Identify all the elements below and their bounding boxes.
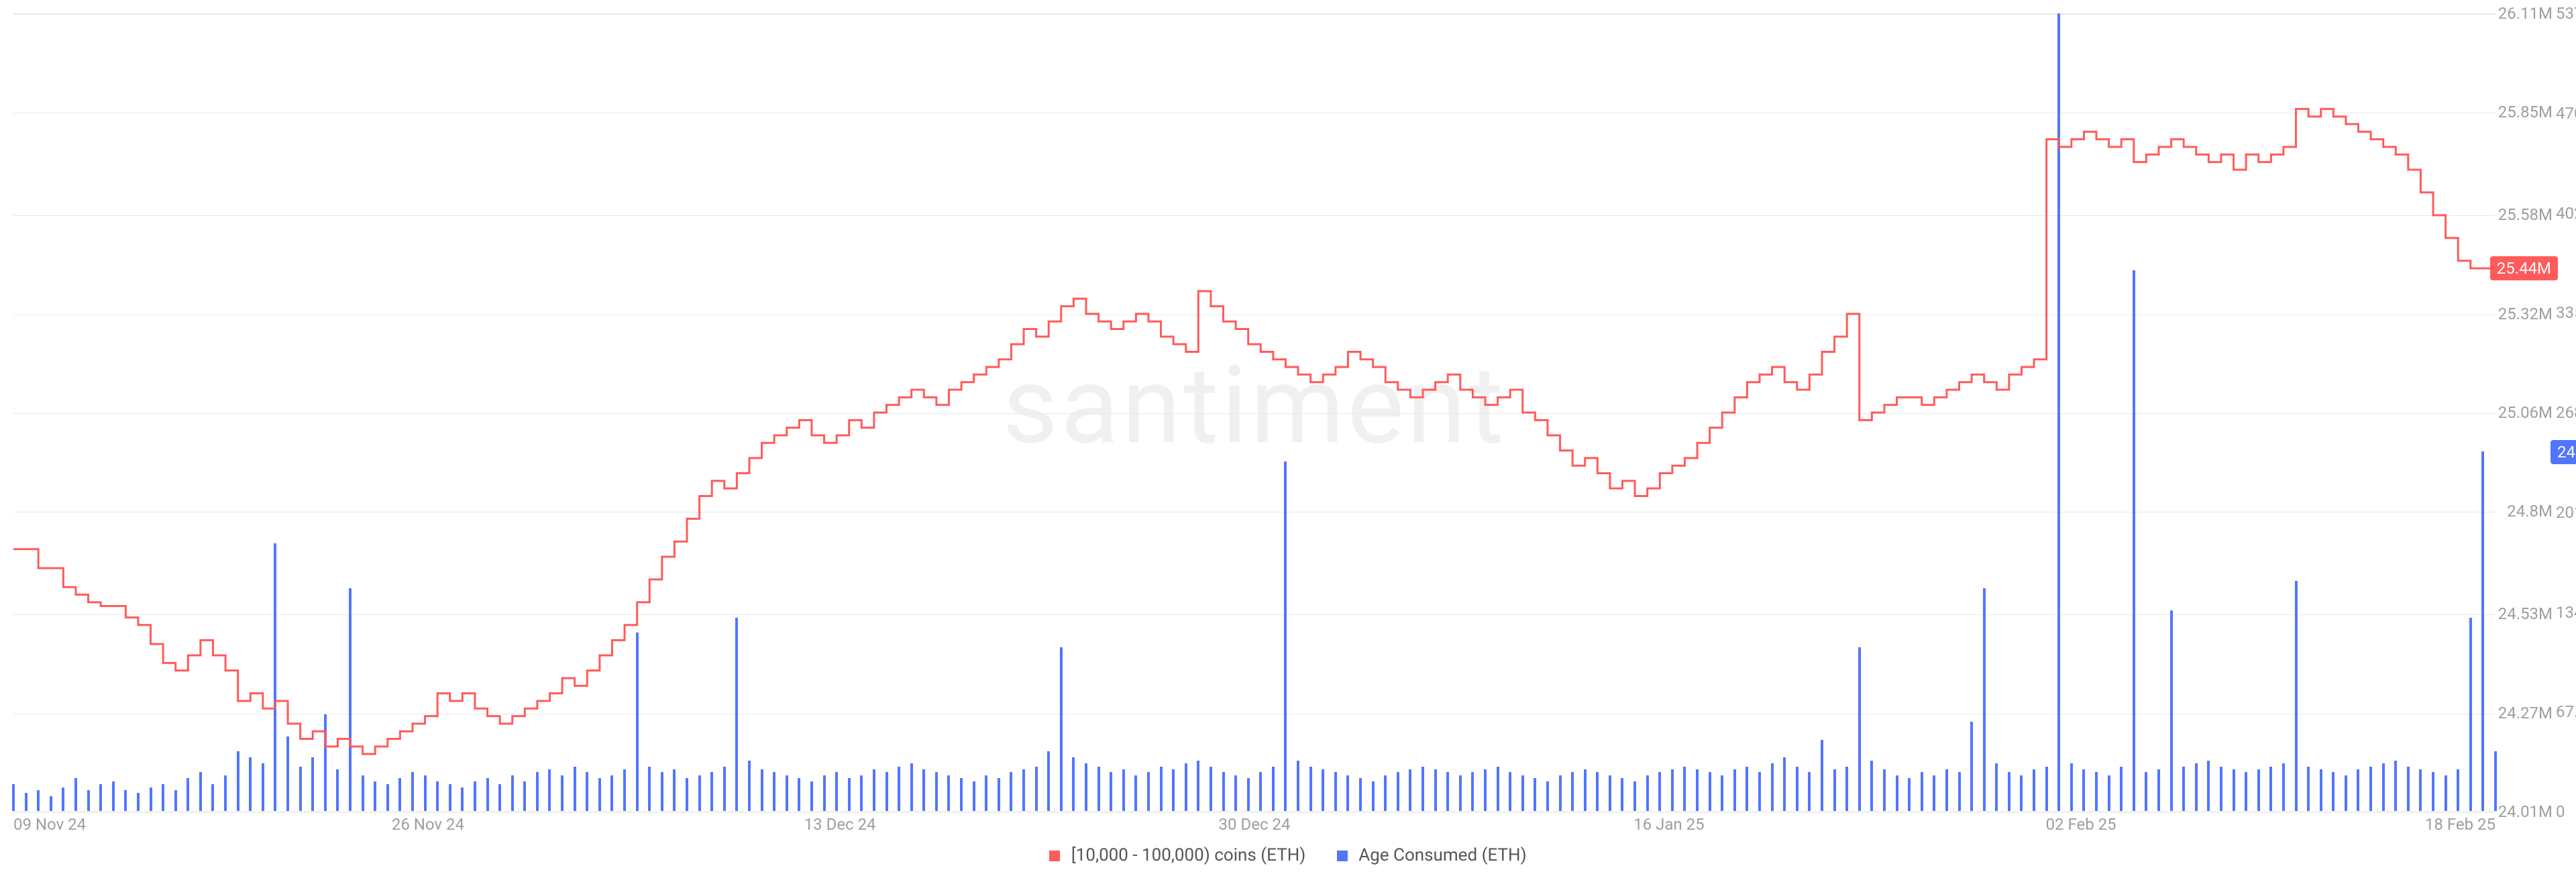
legend-swatch	[1049, 851, 1060, 861]
x-tick: 02 Feb 25	[2046, 815, 2116, 834]
y-tick-right: 537.24M	[2556, 4, 2576, 23]
legend: [10,000 - 100,000) coins (ETH) Age Consu…	[0, 845, 2576, 865]
y-axis-right: 067.15M134.31M201.46M268.62M335.77M402.9…	[2556, 13, 2576, 812]
legend-swatch	[1337, 851, 1348, 861]
legend-item-age: Age Consumed (ETH)	[1337, 845, 1527, 865]
y-tick-left: 26.11M	[2498, 4, 2553, 23]
x-tick: 26 Nov 24	[392, 815, 464, 834]
x-axis: 09 Nov 24 26 Nov 24 13 Dec 24 30 Dec 24 16 J…	[13, 815, 2496, 835]
y-tick-left: 24.8M	[2507, 502, 2553, 521]
legend-label: [10,000 - 100,000) coins (ETH)	[1071, 845, 1305, 865]
x-tick: 16 Jan 25	[1633, 815, 1704, 834]
legend-label: Age Consumed (ETH)	[1358, 845, 1526, 865]
y-tick-left: 24.01M	[2498, 802, 2553, 821]
y-tick-right: 67.15M	[2556, 702, 2576, 721]
y-tick-left: 25.32M	[2498, 305, 2553, 323]
chart-container: santiment 24.01M24.27M24.53M24.8M25.06M2…	[0, 0, 2576, 872]
y-tick-left: 24.27M	[2498, 704, 2553, 722]
x-tick: 09 Nov 24	[13, 815, 86, 834]
x-tick: 13 Dec 24	[804, 815, 876, 834]
y-tick-right: 402.93M	[2556, 204, 2576, 223]
y-tick-right: 335.77M	[2556, 303, 2576, 322]
legend-item-coins: [10,000 - 100,000) coins (ETH)	[1049, 845, 1305, 865]
y-badge-right: 241.84M	[2551, 440, 2576, 464]
y-tick-right: 470.08M	[2556, 104, 2576, 123]
y-tick-left: 25.06M	[2498, 403, 2553, 422]
y-tick-left: 25.58M	[2498, 205, 2553, 224]
y-tick-right: 201.46M	[2556, 503, 2576, 522]
y-tick-right: 134.31M	[2556, 603, 2576, 622]
x-tick: 18 Feb 25	[2425, 815, 2496, 834]
x-tick: 30 Dec 24	[1219, 815, 1291, 834]
y-tick-left: 25.85M	[2498, 103, 2553, 121]
y-tick-right: 0	[2556, 802, 2565, 821]
y-tick-right: 268.62M	[2556, 403, 2576, 422]
line-series	[13, 14, 2496, 811]
plot-area[interactable]: santiment	[13, 13, 2496, 812]
y-tick-left: 24.53M	[2498, 604, 2553, 623]
y-axis-left: 24.01M24.27M24.53M24.8M25.06M25.32M25.58…	[2499, 13, 2553, 812]
y-badge-left: 25.44M	[2490, 256, 2558, 280]
